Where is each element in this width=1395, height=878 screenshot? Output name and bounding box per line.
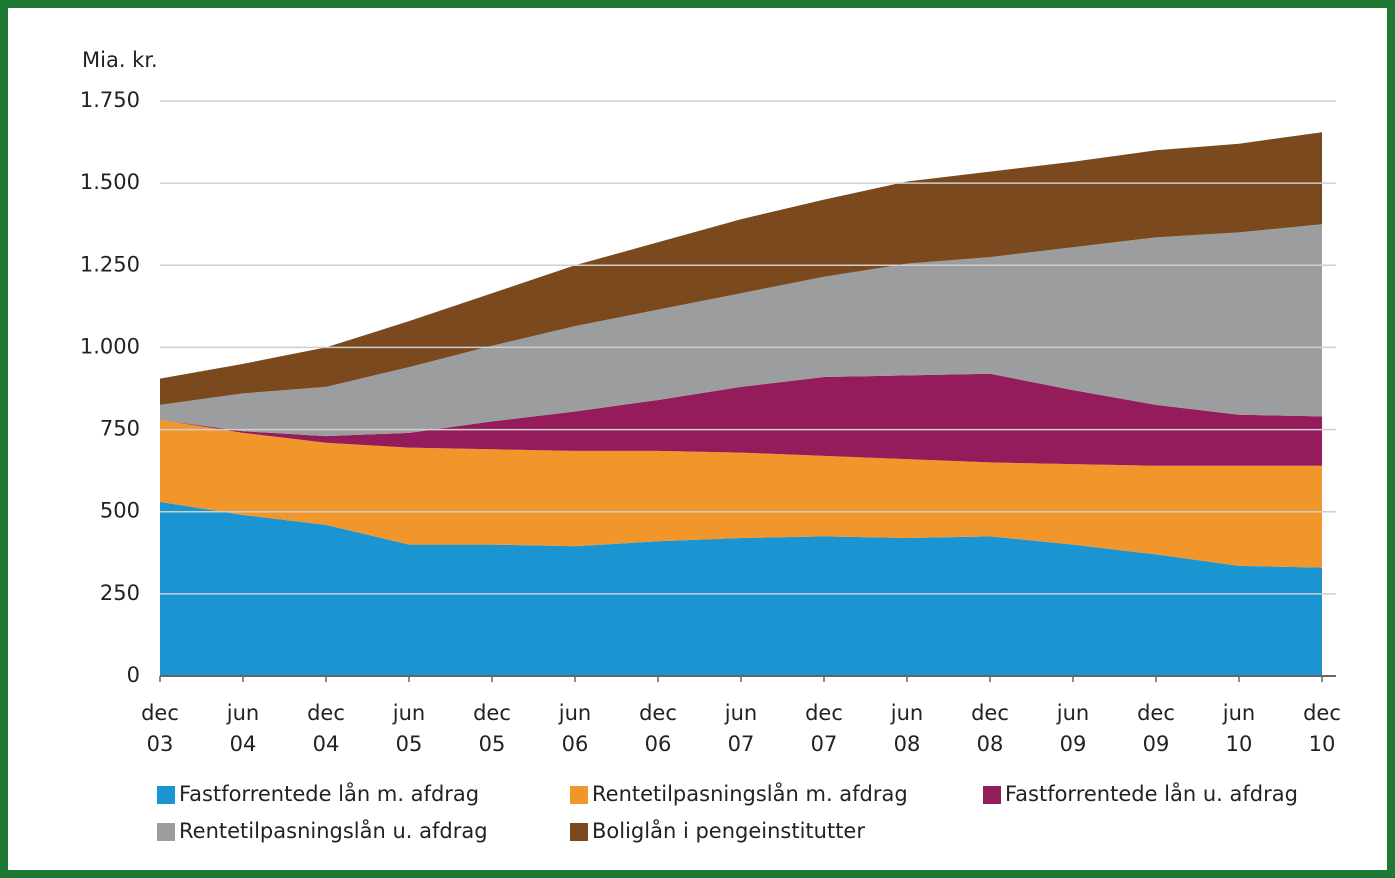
x-tick-label: dec — [639, 701, 677, 725]
x-tick-label: dec — [971, 701, 1009, 725]
x-tick-label: 10 — [1226, 732, 1253, 756]
y-unit-label: Mia. kr. — [82, 48, 158, 72]
area — [160, 373, 1322, 466]
x-tick-label: dec — [1303, 701, 1341, 725]
areas — [160, 132, 1322, 676]
y-tick-label: 250 — [100, 581, 140, 605]
legend-swatch — [570, 823, 588, 841]
y-tick-label: 750 — [100, 417, 140, 441]
x-tick-label: jun — [1222, 701, 1255, 725]
x-tick-label: 09 — [1060, 732, 1087, 756]
x-tick-label: dec — [307, 701, 345, 725]
x-tick-label: 07 — [728, 732, 755, 756]
area — [160, 224, 1322, 437]
x-tick-label: jun — [392, 701, 425, 725]
y-tick-label: 1.500 — [80, 170, 140, 194]
x-tick-label: 08 — [977, 732, 1004, 756]
legend-label: Boliglån i pengeinstitutter — [592, 818, 865, 843]
y-tick-label: 1.750 — [80, 88, 140, 112]
x-tick-label: dec — [805, 701, 843, 725]
x-tick-label: 09 — [1143, 732, 1170, 756]
x-tick-label: 06 — [562, 732, 589, 756]
x-tick-label: 05 — [396, 732, 423, 756]
x-tick-label: jun — [724, 701, 757, 725]
area — [160, 501, 1322, 676]
x-tick-label: 03 — [147, 732, 174, 756]
area — [160, 419, 1322, 568]
x-tick-label: jun — [558, 701, 591, 725]
x-tick-label: dec — [141, 701, 179, 725]
x-tick-label: 04 — [313, 732, 340, 756]
x-tick-label: 08 — [894, 732, 921, 756]
legend-label: Rentetilpasningslån u. afdrag — [179, 818, 488, 843]
x-tick-label: 05 — [479, 732, 506, 756]
y-tick-label: 500 — [100, 499, 140, 523]
area — [160, 132, 1322, 405]
x-tick-label: 07 — [811, 732, 838, 756]
legend-swatch — [570, 786, 588, 804]
x-tick-label: dec — [473, 701, 511, 725]
grid — [160, 100, 1336, 595]
y-tick-label: 1.250 — [80, 252, 140, 276]
y-tick-label: 1.000 — [80, 334, 140, 358]
x-tick-label: dec — [1137, 701, 1175, 725]
x-tick-label: jun — [1056, 701, 1089, 725]
legend-label: Fastforrentede lån u. afdrag — [1005, 781, 1298, 806]
legend-label: Rentetilpasningslån m. afdrag — [592, 781, 908, 806]
x-tick-label: 10 — [1309, 732, 1336, 756]
x-tick-label: 06 — [645, 732, 672, 756]
x-tick-label: 04 — [230, 732, 257, 756]
legend-swatch — [157, 786, 175, 804]
legend-swatch — [157, 823, 175, 841]
x-tick-label: jun — [890, 701, 923, 725]
legend-swatch — [983, 786, 1001, 804]
x-tick-label: jun — [226, 701, 259, 725]
legend-label: Fastforrentede lån m. afdrag — [179, 781, 479, 806]
y-tick-label: 0 — [127, 663, 140, 687]
